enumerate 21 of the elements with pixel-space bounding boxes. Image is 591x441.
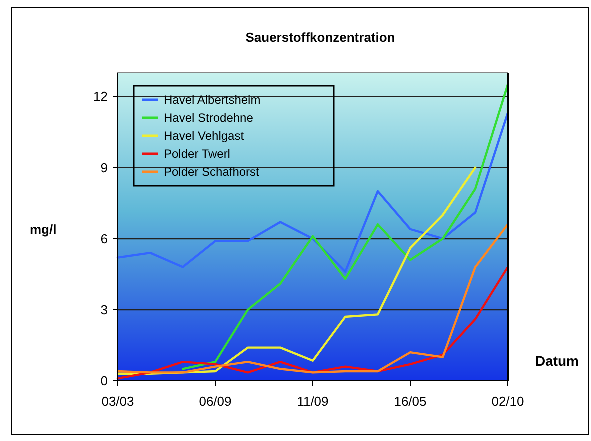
x-tick-label: 11/09 (297, 394, 329, 409)
x-tick-label: 06/09 (199, 394, 232, 409)
chart-title: Sauerstoffkonzentration (246, 30, 396, 45)
y-axis-title: mg/l (30, 222, 57, 237)
y-tick-label: 0 (100, 374, 108, 389)
y-tick-label: 6 (100, 231, 108, 246)
y-tick-label: 3 (100, 302, 108, 318)
x-axis-title: Datum (535, 353, 579, 369)
line-series (116, 112, 510, 274)
legend-label: Havel Vehlgast (164, 129, 245, 144)
legend-label: Havel Strodehne (164, 111, 254, 126)
x-tick-label: 02/10 (492, 394, 524, 409)
x-tick-label: 03/03 (102, 394, 134, 409)
line-series (116, 224, 510, 374)
y-tick-label: 12 (94, 89, 108, 104)
line-series (116, 166, 477, 375)
legend-label: Havel Albertsheim (164, 93, 261, 108)
legend-label: Polder Twerl (164, 147, 230, 162)
legend-label: Polder Schafhorst (164, 165, 260, 180)
y-tick-label: 9 (100, 160, 108, 176)
x-tick-label: 16/05 (394, 394, 427, 409)
